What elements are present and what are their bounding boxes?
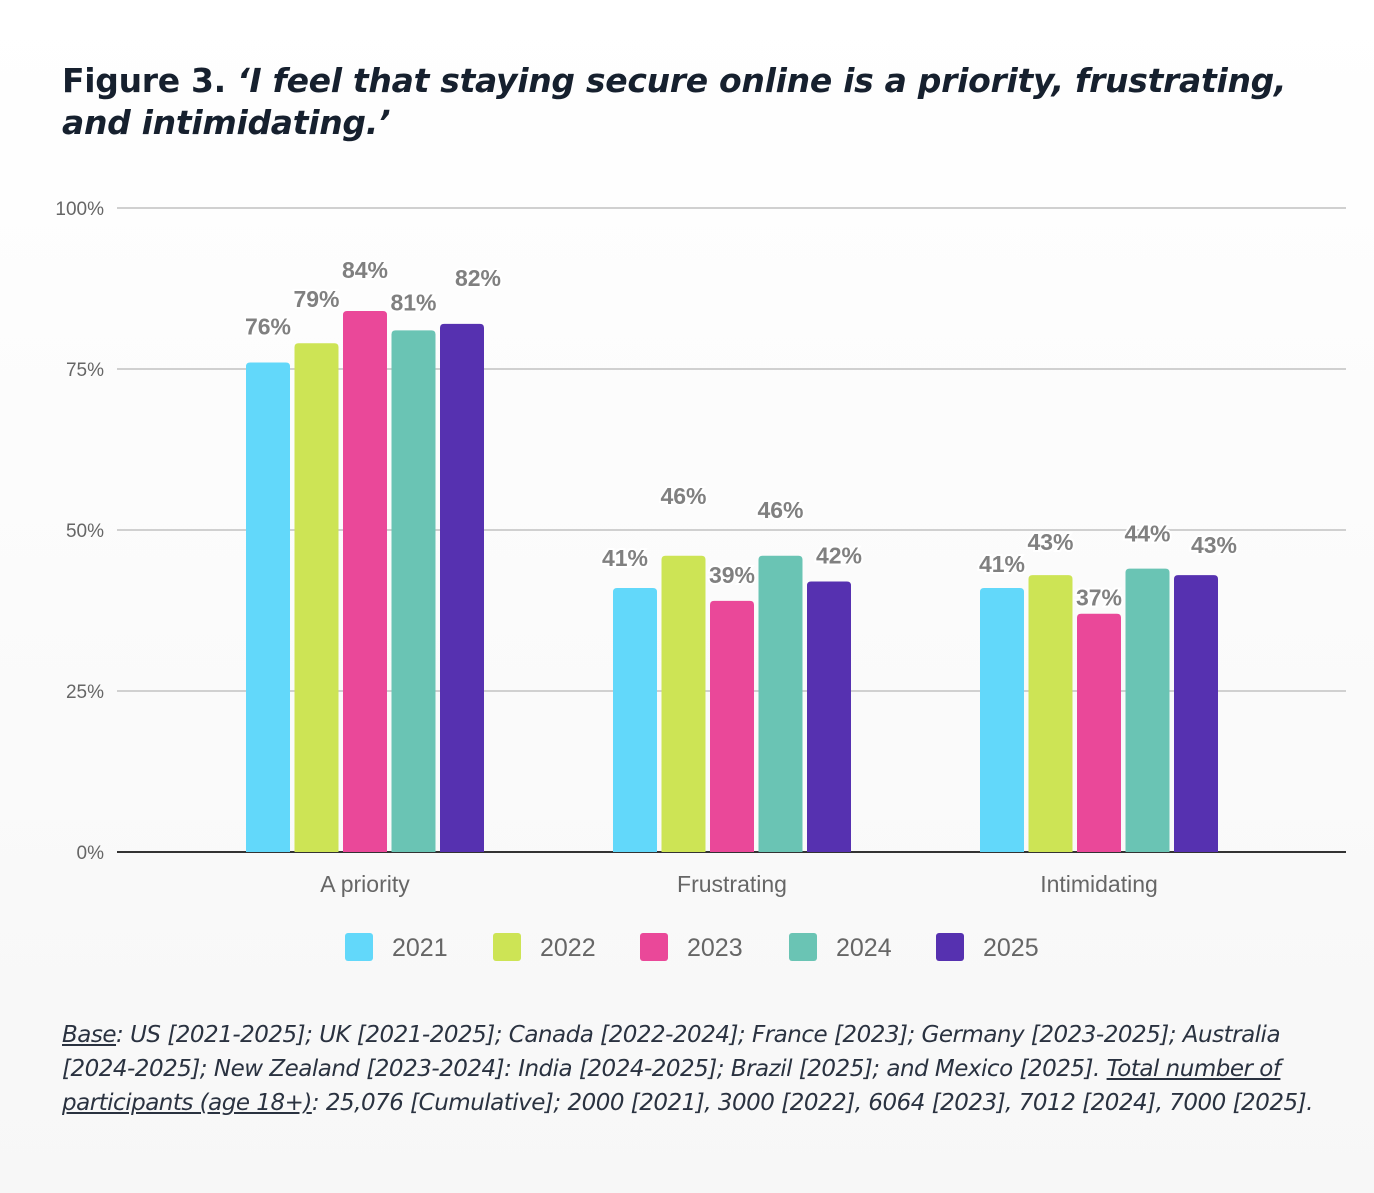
value-label: 46% — [757, 497, 803, 523]
bar-2023-a-priority — [343, 311, 387, 852]
bar-2022-frustrating — [661, 555, 706, 852]
value-label: 44% — [1124, 521, 1170, 547]
bar-2024-frustrating — [758, 555, 803, 852]
footnote-participants-label: Total number of participants (age 18+) — [62, 1056, 1281, 1116]
value-labels: 76%79%84%81%82%41%46%39%46%42% 41%43%37%4… — [243, 255, 1239, 613]
value-label: 76% — [245, 314, 291, 340]
bar-2023-intimidating — [1077, 613, 1121, 852]
legend-label: 2023 — [687, 934, 743, 962]
footnote-base-label: Base — [62, 1022, 117, 1048]
bar-2022-intimidating — [1028, 575, 1073, 852]
y-tick-label: 25% — [66, 682, 104, 703]
legend-label: 2025 — [983, 934, 1039, 962]
y-tick-label: 75% — [66, 360, 104, 381]
bar-chart: 0% 25% 50% 75% 100% 76%79%84%81% 82% 41% 46% 39%… — [55, 199, 1346, 962]
legend-label: 2022 — [540, 934, 596, 962]
y-tick-label: 0% — [77, 843, 105, 864]
legend-item-2023: 2023 — [640, 933, 743, 962]
x-tick-label: A priority — [320, 871, 410, 897]
legend-item-2024: 2024 — [789, 933, 892, 962]
x-axis-ticks: A priority Frustrating Intimidating — [320, 871, 1158, 897]
bar-2025-frustrating — [807, 581, 851, 852]
value-label: 81% — [390, 289, 436, 315]
legend-label: 2024 — [836, 934, 892, 962]
value-label: 79% — [293, 286, 339, 312]
legend-item-2022: 2022 — [493, 933, 596, 962]
value-label: 41% — [602, 545, 648, 571]
legend-swatch — [493, 933, 521, 961]
bar-2021-intimidating — [980, 587, 1024, 852]
legend-swatch — [789, 933, 817, 961]
bar-2021-frustrating — [613, 587, 657, 852]
x-tick-label: Intimidating — [1040, 871, 1158, 897]
legend: 2021 2022 2023 2024 2025 — [345, 933, 1039, 962]
value-label: 41% — [979, 551, 1025, 577]
value-label: 39% — [709, 562, 755, 588]
bar-2021-a-priority — [246, 362, 290, 852]
y-tick-label: 100% — [55, 199, 104, 220]
bar-2024-a-priority — [391, 330, 436, 852]
value-label: 43% — [1191, 532, 1237, 558]
value-label: 43% — [1027, 529, 1073, 555]
legend-swatch — [936, 933, 964, 961]
bar-2025-intimidating — [1174, 575, 1218, 852]
y-axis-ticks: 0% 25% 50% 75% 100% — [55, 199, 104, 864]
x-tick-label: Frustrating — [677, 871, 787, 897]
bar-2023-frustrating — [710, 600, 754, 852]
figure-title-prefix: Figure 3. — [62, 61, 238, 100]
y-tick-label: 50% — [66, 521, 104, 542]
legend-swatch — [345, 933, 373, 961]
bar-2024-intimidating — [1125, 568, 1170, 852]
value-label: 46% — [660, 483, 706, 509]
footnote-base-text: : US [2021-2025]; UK [2021-2025]; Canada… — [62, 1022, 1281, 1082]
figure-title-quote: ‘I feel that staying secure online is a … — [62, 61, 1287, 142]
bars — [246, 311, 1218, 852]
value-label: 84% — [342, 257, 388, 283]
legend-label: 2021 — [392, 934, 448, 962]
value-label: 42% — [816, 543, 862, 569]
footnote: Base: US [2021-2025]; UK [2021-2025]; Ca… — [62, 1018, 1352, 1120]
figure-title: Figure 3. ‘I feel that staying secure on… — [62, 60, 1342, 144]
value-label: 37% — [1076, 585, 1122, 611]
bar-2025-a-priority — [440, 323, 484, 852]
bar-2022-a-priority — [294, 343, 339, 852]
legend-item-2025: 2025 — [936, 933, 1039, 962]
footnote-participants-text: : 25,076 [Cumulative]; 2000 [2021], 3000… — [311, 1090, 1314, 1116]
legend-swatch — [640, 933, 668, 961]
legend-item-2021: 2021 — [345, 933, 448, 962]
value-label: 82% — [455, 265, 501, 291]
